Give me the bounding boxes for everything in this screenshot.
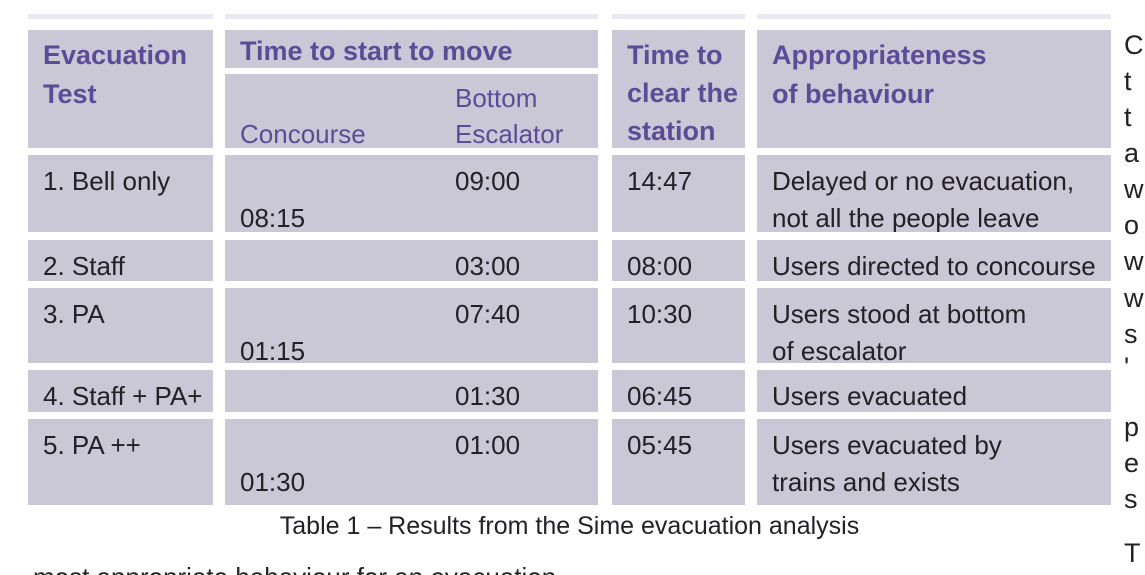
subheader-row: Concourse Bottom Escalator [225,74,598,148]
table-row-4-test: 4. Staff + PA+ [28,370,213,412]
row-2-behaviour-label: Users directed to concourse [772,251,1096,281]
row-4-test-label: 4. Staff + PA+ [43,381,203,411]
table-row-5-behaviour: Users evacuated by trains and exists [757,419,1111,505]
row-5-concourse-value: 01:30 [240,467,306,497]
top-edge-strip [612,14,745,19]
right-column-fragment: s [1124,319,1138,349]
row-1-concourse-value: 08:15 [240,203,306,232]
row-1-clear-value: 14:47 [627,166,693,196]
table-row-1-clear: 14:47 [612,155,745,232]
table-row-4-clear: 06:45 [612,370,745,412]
row-4-clear-value: 06:45 [627,381,693,411]
row-3-concourse-value: 01:15 [240,336,306,363]
right-column-fragment: p [1124,412,1140,442]
right-column-fragment: o [1124,210,1140,240]
subheader-bottom-escalator: Bottom Escalator [455,83,564,148]
row-3-behaviour-label: Users stood at bottom of escalator [772,299,1027,363]
header-time-to-clear: Time to clear the station [612,30,745,148]
row-3-bottom-escalator-value: 07:40 [455,299,521,329]
table-row-5-times: 01:30 01:00 [225,419,598,505]
row-2-bottom-escalator-value: 03:00 [455,251,521,281]
table-row-5-clear: 05:45 [612,419,745,505]
header-appropriateness: Appropriateness of behaviour [757,30,1111,148]
table-row-1-behaviour: Delayed or no evacuation, not all the pe… [757,155,1111,232]
header-appropriateness-label: Appropriateness of behaviour [772,40,987,109]
row-4-bottom-escalator-value: 01:30 [455,381,521,411]
row-5-clear-value: 05:45 [627,430,693,460]
top-edge-strip [757,14,1111,19]
right-column-fragment: w [1124,283,1144,313]
right-column-fragment: T [1124,538,1141,568]
header-time-to-start: Time to start to move [225,30,598,68]
table-row-3-behaviour: Users stood at bottom of escalator [757,288,1111,363]
table-row-3-clear: 10:30 [612,288,745,363]
row-5-bottom-escalator-value: 01:00 [455,430,521,460]
table-row-5-test: 5. PA ++ [28,419,213,505]
table-row-3-test: 3. PA [28,288,213,363]
row-3-test-label: 3. PA [43,299,105,329]
top-edge-strip [28,14,213,19]
top-edge-strip [225,14,598,19]
right-column-fragment: s [1124,484,1138,514]
row-1-bottom-escalator-value: 09:00 [455,166,521,196]
row-5-behaviour-label: Users evacuated by trains and exists [772,430,1002,497]
table-row-1-times: 08:15 09:00 [225,155,598,232]
right-column-fragment: t [1124,102,1132,132]
header-evacuation-test: Evacuation Test [28,30,213,148]
header-time-to-clear-label: Time to clear the station [627,40,739,146]
right-column-fragment: C [1124,30,1144,60]
right-column-fragment: w [1124,246,1144,276]
right-column-fragment: a [1124,138,1140,168]
header-time-to-start-label: Time to start to move [240,36,513,66]
right-column-fragment: t [1124,66,1132,96]
row-1-test-label: 1. Bell only [43,166,171,196]
table-row-4-times: 01:15 01:30 [225,370,598,412]
right-column-fragment: e [1124,448,1140,478]
row-5-test-label: 5. PA ++ [43,430,141,460]
clipped-body-text: most appropriate behaviour for an evacua… [33,562,1113,575]
header-evacuation-test-label: Evacuation Test [43,40,188,109]
right-column-fragment: w [1124,174,1144,204]
row-3-clear-value: 10:30 [627,299,693,329]
subheader-concourse: Concourse [240,119,366,148]
table-caption: Table 1 – Results from the Sime evacuati… [279,512,860,540]
row-2-test-label: 2. Staff [43,251,125,281]
row-1-behaviour-label: Delayed or no evacuation, not all the pe… [772,166,1075,232]
table-row-2-behaviour: Users directed to concourse [757,240,1111,281]
table-row-1-test: 1. Bell only [28,155,213,232]
table-row-2-clear: 08:00 [612,240,745,281]
table-row-3-times: 01:15 07:40 [225,288,598,363]
table-row-2-test: 2. Staff [28,240,213,281]
table-row-4-behaviour: Users evacuated [757,370,1111,412]
right-column-fragment: ' [1124,352,1130,382]
table-row-2-times: 02:15 03:00 [225,240,598,281]
row-4-behaviour-label: Users evacuated [772,381,968,411]
row-2-clear-value: 08:00 [627,251,693,281]
